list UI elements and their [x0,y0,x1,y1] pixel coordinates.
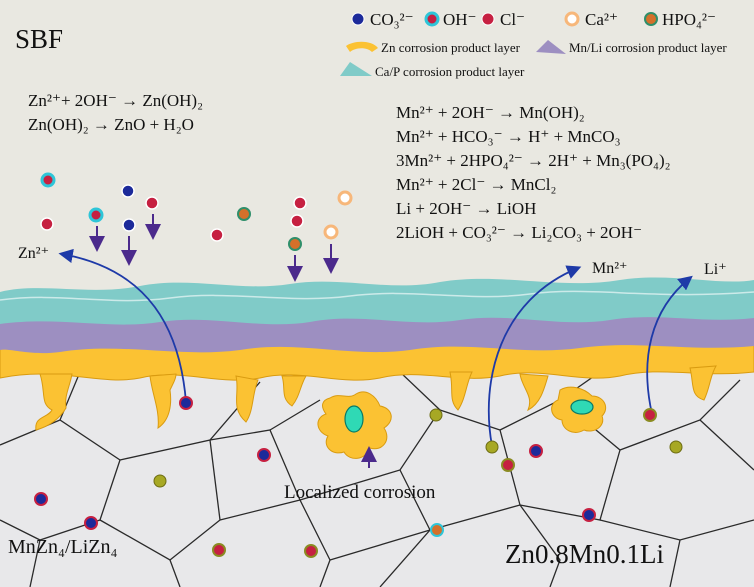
cl-ion [210,228,224,242]
hpo4-legend-label: HPO₄²⁻ [662,10,716,29]
deposition-arrows [89,214,377,468]
li-reaction-2: 2LiOH + CO₃²⁻ → Li₂CO₃ + 2OH⁻ [396,223,642,242]
co3-legend-label: CO₃²⁻ [370,10,414,29]
ca-ion [323,224,339,240]
oh-legend-icon [424,11,440,27]
hpo4-ion [288,237,302,251]
mn-reaction-1: Mn²⁺ + 2OH⁻ → Mn(OH)₂ [396,103,585,122]
ca-p-layer-legend-label: Ca/P corrosion product layer [375,64,525,79]
mn-reaction-4: Mn²⁺ + 2Cl⁻ → MnCl₂ [396,175,556,194]
oh-legend-label: OH⁻ [443,10,477,29]
zn-layer-legend-icon [346,41,378,52]
substrate-phase-label: MnZn₄/LiZn₄ [8,536,118,558]
ion-release-arrows [58,248,693,447]
mn-reaction-2: Mn²⁺ + HCO₃⁻ → H⁺ + MnCO₃ [396,127,621,146]
ca-ion [337,190,353,206]
cl-ion [145,196,159,210]
hpo4-ion [237,207,251,221]
li-reaction-1: Li + 2OH⁻ → LiOH [396,199,536,218]
cl-legend-label: Cl⁻ [500,10,525,29]
solution-ions [40,172,353,251]
ca-p-corrosion-layer [0,277,754,325]
mn-li-reactions: Mn²⁺ + 2OH⁻ → Mn(OH)₂ Mn²⁺ + HCO₃⁻ → H⁺ … [396,103,671,242]
ca-p-layer-highlight [0,290,754,302]
zn-reactions: Zn²⁺+ 2OH⁻ → Zn(OH)₂ Zn(OH)₂ → ZnO + H₂O [28,91,203,134]
oh-ion [88,207,104,223]
cl-ion [293,196,307,210]
localized-pit-1 [317,391,392,459]
ca-p-layer-legend-icon [340,62,372,76]
zn-reaction-1: Zn²⁺+ 2OH⁻ → Zn(OH)₂ [28,91,203,110]
localized-corrosion-label: Localized corrosion [284,482,436,503]
cl-legend-icon [481,12,495,26]
zn-layer-legend-label: Zn corrosion product layer [381,40,521,55]
cl-ion [40,217,54,231]
zn-reaction-2: Zn(OH)₂ → ZnO + H₂O [28,115,194,134]
grain-boundaries [0,371,754,587]
localized-pit-2 [551,386,607,433]
mn-li-layer-legend-label: Mn/Li corrosion product layer [569,40,727,55]
mn-li-layer-legend-icon [536,40,566,54]
mn-reaction-3: 3Mn²⁺ + 2HPO₄²⁻ → 2H⁺ + Mn₃(PO₄)₂ [396,151,671,170]
co3-legend-icon [351,12,365,26]
alloy-label: Zn0.8Mn0.1Li [505,539,664,569]
substrate-particles [34,396,683,558]
ca-legend-icon [564,11,580,27]
co3-ion [121,184,135,198]
zn-ion-label: Zn²⁺ [18,245,49,262]
environment-label: SBF [15,24,63,54]
li-ion-label: Li⁺ [704,261,727,278]
cl-ion [290,214,304,228]
mn-ion-label: Mn²⁺ [592,260,627,277]
legend: CO₃²⁻ OH⁻ Cl⁻ Ca²⁺ HPO₄²⁻ Zn corrosion p… [340,10,727,79]
oh-ion [40,172,56,188]
ca-legend-label: Ca²⁺ [585,10,618,29]
co3-ion [122,218,136,232]
hpo4-legend-icon [644,12,658,26]
